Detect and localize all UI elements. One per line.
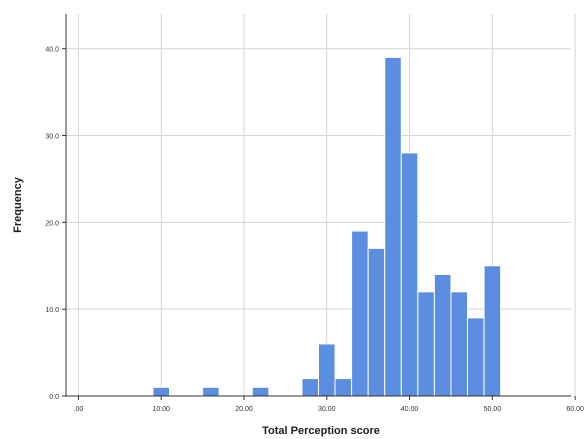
y-axis-title: Frequency — [12, 176, 24, 233]
ticks-layer: 0.0 10.0 20.0 30.0 40.0 .00 10.00 20.00 30.00 40.… — [45, 47, 584, 413]
x-tick-label-4: 40.00 — [401, 406, 419, 413]
histogram-bar-7 — [367, 247, 386, 397]
histogram-bar-6 — [351, 230, 369, 397]
x-tick-label-3: 30.00 — [318, 406, 336, 413]
histogram-bar-10 — [417, 291, 435, 397]
histogram-bar-0 — [152, 386, 170, 397]
histogram-bar-13 — [467, 317, 485, 397]
y-tick-label-0: 0.0 — [49, 394, 59, 401]
axes-layer — [65, 14, 571, 397]
histogram-bar-4 — [318, 343, 336, 397]
histogram-bar-2 — [251, 386, 270, 397]
y-tick-label-4: 40.0 — [45, 47, 59, 54]
y-tick-label-3: 30.0 — [45, 134, 59, 141]
histogram-bar-1 — [202, 386, 220, 397]
y-tick-label-1: 10.0 — [45, 307, 59, 314]
x-tick-label-2: 20.00 — [235, 406, 253, 413]
x-tick-label-6: 60.00 — [566, 406, 584, 413]
histogram-bar-9 — [400, 152, 419, 397]
x-tick-label-0: .00 — [74, 406, 84, 413]
histogram-bar-14 — [483, 265, 502, 397]
x-tick-label-1: 10.00 — [152, 406, 170, 413]
histogram-bar-3 — [301, 378, 320, 397]
x-axis-title: Total Perception score — [262, 425, 380, 437]
x-tick-label-5: 50.00 — [484, 406, 502, 413]
histogram-bar-5 — [334, 378, 353, 397]
histogram-bar-8 — [384, 56, 402, 397]
histogram-bar-11 — [433, 273, 452, 397]
y-tick-label-2: 20.0 — [45, 220, 59, 227]
histogram-bar-12 — [450, 291, 469, 397]
